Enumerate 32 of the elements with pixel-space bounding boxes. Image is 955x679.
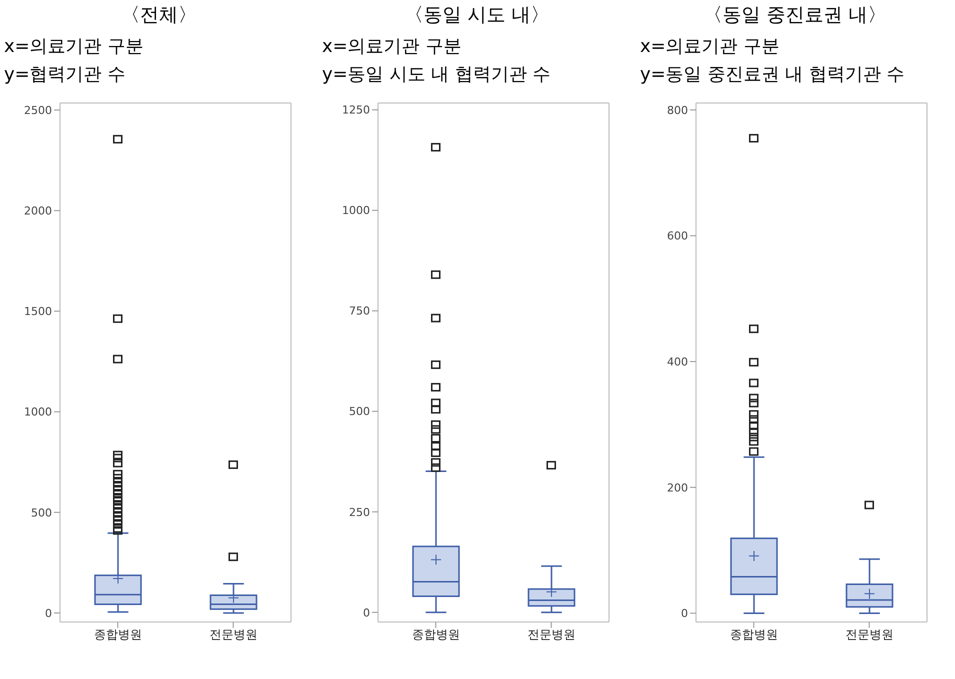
y-axis-title: y=협력기관 수 — [3, 63, 126, 87]
chart-title: 〈동일 중진료권 내〉 — [702, 3, 888, 28]
y-tick-label: 0 — [363, 606, 370, 620]
y-tick-label: 600 — [667, 230, 688, 243]
y-tick-label: 750 — [349, 304, 370, 318]
x-tick-label: 전문병원 — [209, 628, 258, 642]
chart-title: 〈동일 시도 내〉 — [403, 3, 551, 28]
chart-title: 〈전체〉 — [120, 3, 198, 28]
y-tick-label: 0 — [681, 607, 688, 620]
x-axis-title: x=의료기관 구분 — [321, 35, 462, 59]
y-tick-label: 200 — [667, 481, 688, 494]
x-axis-title: x=의료기관 구분 — [639, 35, 780, 59]
y-tick-label: 1000 — [342, 204, 370, 218]
y-tick-label: 2000 — [24, 204, 52, 218]
y-tick-label: 1500 — [24, 305, 52, 318]
y-tick-label: 250 — [349, 506, 370, 519]
y-axis-title: y=동일 시도 내 협력기관 수 — [321, 63, 552, 87]
x-axis-title: x=의료기관 구분 — [3, 35, 144, 59]
y-tick-label: 500 — [31, 506, 52, 520]
x-tick-label: 전문병원 — [845, 628, 894, 642]
y-tick-label: 400 — [667, 355, 688, 368]
x-tick-label: 전문병원 — [527, 628, 576, 642]
y-tick-label: 2500 — [24, 104, 52, 117]
y-tick-label: 1000 — [24, 406, 52, 419]
x-tick-label: 종합병원 — [94, 628, 142, 642]
y-axis-title: y=동일 중진료권 내 협력기관 수 — [639, 63, 906, 87]
x-tick-label: 종합병원 — [730, 628, 778, 642]
y-tick-label: 0 — [45, 606, 52, 620]
x-tick-label: 종합병원 — [412, 628, 460, 642]
y-tick-label: 500 — [349, 405, 370, 418]
y-tick-label: 1250 — [342, 104, 370, 117]
y-tick-label: 800 — [667, 104, 688, 117]
